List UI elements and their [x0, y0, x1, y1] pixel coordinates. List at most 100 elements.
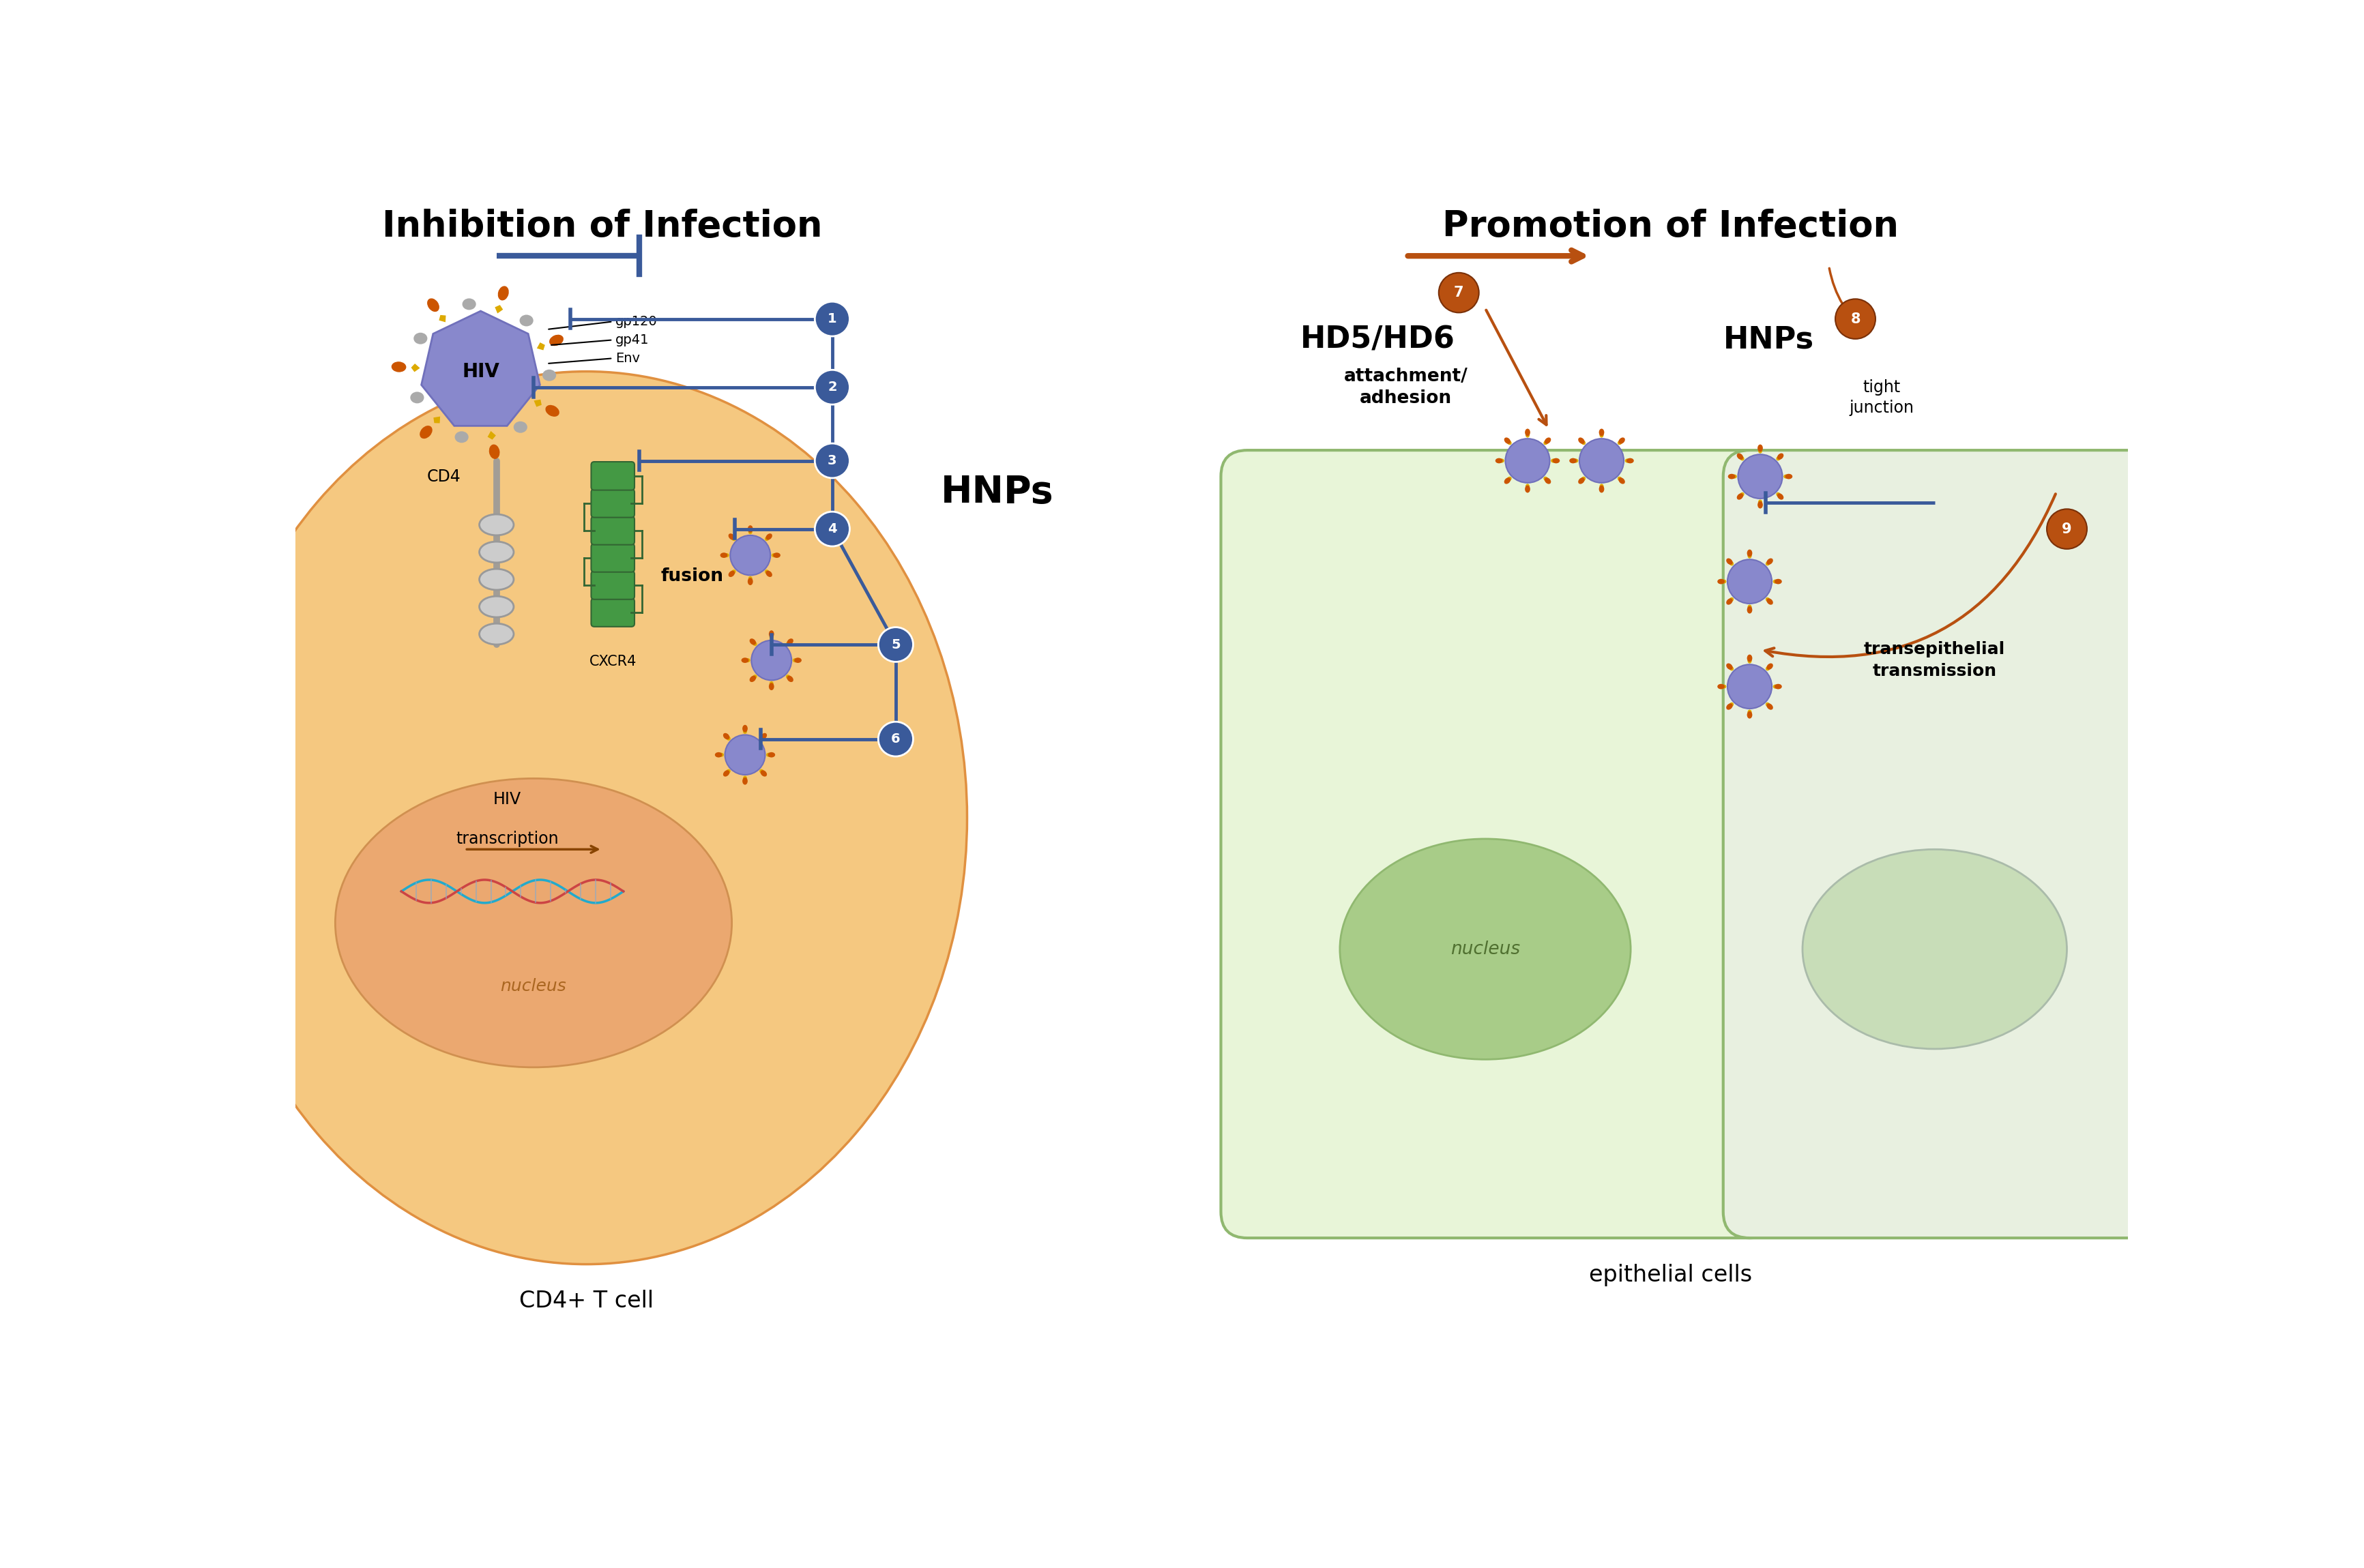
Ellipse shape [1766, 666, 1771, 671]
Ellipse shape [1773, 685, 1778, 688]
Circle shape [1728, 560, 1771, 604]
Text: 2: 2 [827, 381, 837, 394]
Ellipse shape [726, 770, 730, 775]
Ellipse shape [1775, 492, 1780, 497]
Ellipse shape [541, 370, 556, 381]
Ellipse shape [1785, 474, 1792, 480]
Ellipse shape [1773, 684, 1782, 690]
Ellipse shape [1766, 702, 1771, 707]
Circle shape [1437, 273, 1478, 312]
Circle shape [816, 444, 849, 478]
Ellipse shape [480, 541, 513, 563]
Polygon shape [411, 364, 421, 372]
Circle shape [1738, 455, 1782, 499]
Ellipse shape [1598, 485, 1603, 489]
Ellipse shape [768, 630, 773, 638]
Ellipse shape [1728, 561, 1733, 566]
Ellipse shape [1778, 494, 1782, 500]
FancyBboxPatch shape [591, 571, 634, 599]
Ellipse shape [1624, 458, 1629, 463]
Polygon shape [494, 304, 504, 314]
Ellipse shape [728, 533, 735, 539]
Circle shape [1579, 439, 1624, 483]
Ellipse shape [1766, 599, 1773, 605]
Ellipse shape [1577, 437, 1584, 444]
Ellipse shape [747, 525, 752, 533]
Text: transcription: transcription [456, 831, 558, 847]
Polygon shape [433, 417, 440, 423]
Ellipse shape [480, 596, 513, 618]
Ellipse shape [1766, 704, 1773, 710]
Ellipse shape [764, 569, 768, 574]
Ellipse shape [1617, 478, 1624, 485]
Ellipse shape [761, 770, 766, 776]
Ellipse shape [768, 753, 775, 757]
Ellipse shape [773, 552, 780, 558]
Ellipse shape [1626, 458, 1634, 464]
Ellipse shape [785, 674, 790, 679]
Ellipse shape [766, 533, 773, 539]
Ellipse shape [771, 554, 775, 557]
Ellipse shape [1506, 441, 1511, 445]
Ellipse shape [764, 536, 768, 541]
Ellipse shape [1728, 474, 1735, 480]
Ellipse shape [723, 554, 728, 557]
Circle shape [1834, 299, 1875, 339]
Ellipse shape [1756, 448, 1761, 453]
Ellipse shape [742, 729, 747, 734]
Text: HNPs: HNPs [1723, 325, 1813, 354]
Ellipse shape [1499, 458, 1504, 463]
Polygon shape [440, 315, 447, 321]
Ellipse shape [1756, 500, 1761, 505]
Text: tight
junction: tight junction [1849, 379, 1915, 416]
Ellipse shape [1494, 458, 1501, 464]
Ellipse shape [409, 392, 423, 403]
Ellipse shape [1730, 475, 1738, 478]
Ellipse shape [752, 641, 756, 646]
FancyBboxPatch shape [1220, 450, 1775, 1239]
Ellipse shape [714, 753, 721, 757]
Text: Env: Env [615, 351, 641, 365]
Ellipse shape [1740, 456, 1745, 461]
Text: CD4+ T cell: CD4+ T cell [520, 1290, 652, 1312]
Ellipse shape [1570, 458, 1577, 464]
Ellipse shape [480, 569, 513, 590]
Ellipse shape [1735, 453, 1742, 459]
Text: HNPs: HNPs [941, 474, 1054, 511]
Ellipse shape [1740, 492, 1745, 497]
Polygon shape [487, 431, 496, 439]
Text: HIV: HIV [494, 790, 520, 808]
Ellipse shape [740, 657, 749, 663]
Ellipse shape [1726, 663, 1733, 670]
Ellipse shape [721, 552, 728, 558]
Ellipse shape [418, 425, 433, 439]
Ellipse shape [428, 298, 440, 312]
Ellipse shape [766, 753, 771, 757]
Ellipse shape [1782, 475, 1787, 478]
Ellipse shape [520, 315, 534, 326]
Ellipse shape [1721, 685, 1726, 688]
Ellipse shape [1773, 579, 1782, 585]
Ellipse shape [1728, 666, 1733, 671]
Ellipse shape [1766, 663, 1773, 670]
Ellipse shape [1598, 433, 1603, 437]
Circle shape [877, 627, 913, 662]
Ellipse shape [787, 638, 794, 644]
Ellipse shape [1735, 494, 1742, 500]
Ellipse shape [454, 431, 468, 442]
Ellipse shape [1551, 458, 1556, 463]
Ellipse shape [489, 444, 499, 459]
Ellipse shape [742, 776, 747, 781]
Ellipse shape [759, 735, 764, 740]
Ellipse shape [1726, 704, 1733, 710]
Circle shape [816, 370, 849, 405]
Ellipse shape [1766, 561, 1771, 566]
Ellipse shape [546, 405, 560, 417]
Ellipse shape [768, 633, 773, 640]
Ellipse shape [1617, 437, 1624, 444]
Ellipse shape [1747, 554, 1752, 558]
Ellipse shape [792, 659, 797, 662]
Text: nucleus: nucleus [501, 978, 567, 994]
Ellipse shape [1544, 477, 1548, 481]
Ellipse shape [745, 659, 749, 662]
